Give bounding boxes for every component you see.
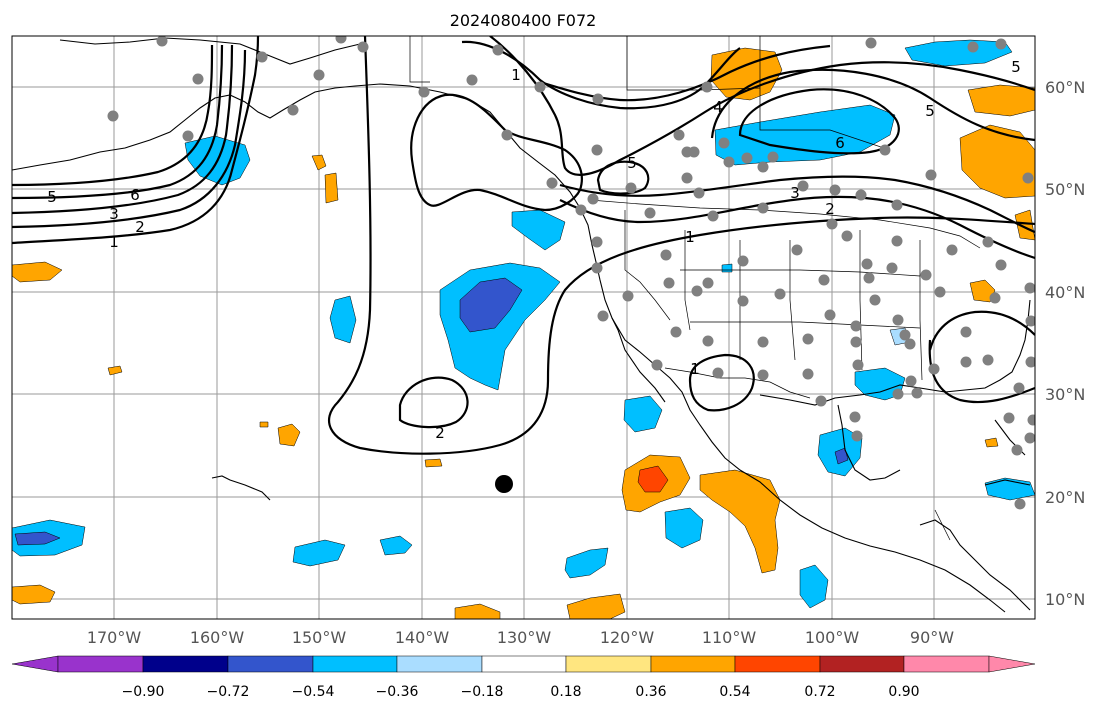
colorbar-tick: 0.72	[804, 684, 835, 700]
station-markers	[107, 36, 1035, 510]
lon-label: 120°W	[600, 628, 655, 647]
colorbar	[11, 655, 1036, 673]
contour-label: 2	[825, 200, 835, 218]
contour-label: 3	[109, 205, 119, 223]
colorbar-tick: −0.36	[376, 684, 419, 700]
lon-label: 150°W	[292, 628, 347, 647]
location-marker	[495, 475, 513, 493]
contour-label: 1	[109, 233, 119, 251]
lon-label: 90°W	[910, 628, 954, 647]
contour-label: 2	[135, 218, 145, 236]
contour-label: 4	[713, 98, 723, 116]
lon-label: 140°W	[395, 628, 450, 647]
map-frame	[11, 35, 1036, 620]
contour-label: 5	[47, 188, 57, 206]
longitude-labels: 170°W 160°W 150°W 140°W 130°W 120°W 110°…	[87, 628, 954, 647]
contour-labels: 1 2 3 5 6 2 1 2 3 5 6 4 5 1 1 5	[47, 58, 1021, 442]
colorbar-tick: 0.90	[888, 684, 919, 700]
colorbar-extend-low	[11, 655, 59, 673]
map-title: 2024080400 F072	[450, 11, 597, 30]
colorbar-tick: −0.90	[122, 684, 165, 700]
lat-label: 50°N	[1045, 180, 1085, 199]
lon-label: 160°W	[190, 628, 245, 647]
contour-label: 5	[925, 102, 935, 120]
contour-label: 1	[511, 66, 521, 84]
contour-label: 3	[790, 184, 800, 202]
colorbar-tick: 0.18	[550, 684, 581, 700]
lon-label: 110°W	[702, 628, 757, 647]
lon-label: 100°W	[805, 628, 860, 647]
contours	[12, 36, 1035, 455]
lat-label: 60°N	[1045, 78, 1085, 97]
latitude-labels: 60°N 50°N 40°N 30°N 20°N 10°N	[1045, 78, 1085, 609]
colorbar-tick: 0.36	[635, 684, 666, 700]
lon-label: 170°W	[87, 628, 142, 647]
colorbar-labels: −0.90 −0.72 −0.54 −0.36 −0.18 0.18 0.36 …	[122, 684, 920, 700]
contour-label: 1	[685, 228, 695, 246]
colorbar-tick: −0.54	[292, 684, 335, 700]
contour-label: 6	[130, 186, 140, 204]
colorbar-tick: −0.18	[461, 684, 504, 700]
lat-label: 30°N	[1045, 385, 1085, 404]
colorbar-extend-high	[988, 655, 1036, 673]
contour-label: 1	[690, 360, 700, 378]
colorbar-tick: −0.72	[207, 684, 250, 700]
contour-label: 2	[435, 424, 445, 442]
lat-label: 20°N	[1045, 488, 1085, 507]
contour-label: 5	[1011, 58, 1021, 76]
lat-label: 40°N	[1045, 283, 1085, 302]
lon-label: 130°W	[497, 628, 552, 647]
colorbar-tick: 0.54	[719, 684, 750, 700]
political-borders	[409, 36, 981, 541]
lat-label: 10°N	[1045, 590, 1085, 609]
map-area: 1 2 3 5 6 2 1 2 3 5 6 4 5 1 1 5	[12, 36, 1035, 619]
shaded-regions	[12, 39, 1035, 619]
contour-label: 5	[627, 154, 637, 172]
contour-label: 6	[835, 134, 845, 152]
